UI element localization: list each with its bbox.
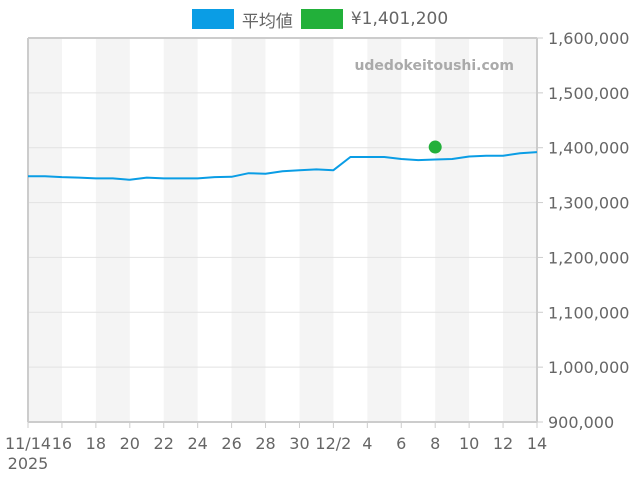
y-tick-label: 1,200,000 [548, 248, 629, 267]
x-tick-label: 8 [430, 434, 440, 453]
date-band [435, 38, 470, 422]
legend-item-price-point[interactable]: ¥1,401,200 [300, 9, 449, 29]
chart-axes [27, 37, 538, 428]
x-tick-label: 16 [52, 434, 72, 453]
average-price-line[interactable] [28, 151, 538, 181]
y-tick-label: 1,400,000 [548, 139, 629, 158]
legend-label-average: 平均値 [241, 11, 293, 32]
y-tick-label: 1,100,000 [548, 303, 629, 322]
date-band [503, 38, 537, 422]
alternating-date-bands [28, 38, 537, 422]
date-band [28, 38, 62, 422]
y-tick-label: 1,000,000 [548, 358, 629, 377]
legend-label-price-point: ¥1,401,200 [350, 9, 449, 29]
date-band [299, 38, 334, 422]
date-band [95, 38, 130, 422]
y-tick-label: 1,500,000 [548, 84, 629, 103]
y-tick-label: 1,300,000 [548, 194, 629, 213]
x-tick-label: 18 [86, 434, 106, 453]
x-tick-label: 12 [493, 434, 513, 453]
y-tick-label: 1,600,000 [548, 29, 629, 48]
x-tick-label: 12/2 [315, 434, 351, 453]
legend-swatch-price-point [300, 9, 343, 29]
price-point-marker[interactable] [428, 140, 442, 154]
x-tick-label: 20 [120, 434, 140, 453]
legend-item-average[interactable]: 平均値 [191, 7, 293, 32]
x-tick-label: 22 [154, 434, 174, 453]
x-tick-label: 26 [221, 434, 241, 453]
date-band [231, 38, 266, 422]
x-tick-label: 30 [289, 434, 309, 453]
date-band [367, 38, 402, 422]
x-tick-label: 10 [459, 434, 479, 453]
x-tick-label: 2025 [8, 454, 49, 473]
x-tick-label: 28 [255, 434, 275, 453]
y-tick-label: 900,000 [548, 413, 614, 432]
date-band [163, 38, 198, 422]
x-tick-label: 6 [396, 434, 406, 453]
x-tick-label: 14 [527, 434, 547, 453]
y-axis-labels: 1,600,000 1,500,000 1,400,000 1,300,000 1,20… [548, 29, 629, 432]
x-tick-label: 11/14 [5, 434, 51, 453]
data-series [28, 140, 538, 181]
x-tick-label: 24 [187, 434, 207, 453]
chart-legend: 平均値 ¥1,401,200 [0, 7, 640, 32]
x-tick-label: 4 [362, 434, 372, 453]
watermark: udedokeitoushi.com [354, 58, 514, 74]
legend-swatch-average [191, 9, 234, 29]
